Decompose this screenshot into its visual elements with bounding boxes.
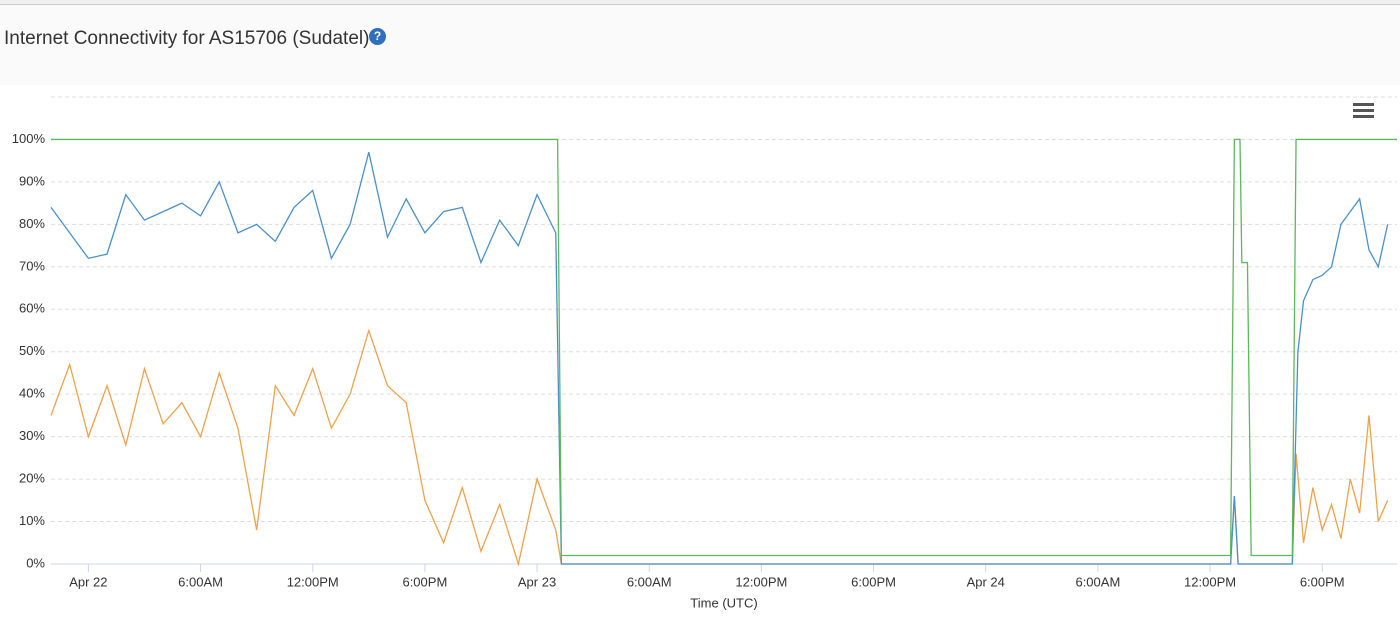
x-axis-title: Time (UTC)	[690, 595, 757, 610]
series-line	[51, 138, 1397, 557]
x-tick-label: 12:00PM	[287, 574, 339, 589]
x-tick-label: 6:00AM	[178, 574, 223, 589]
y-tick-label: 20%	[19, 471, 45, 486]
y-tick-label: 80%	[19, 216, 45, 231]
series-line	[50, 328, 1389, 567]
y-tick-label: 10%	[19, 513, 45, 528]
y-tick-label: 60%	[19, 301, 45, 316]
x-tick-label: 6:00AM	[627, 574, 672, 589]
y-tick-label: 0%	[26, 555, 45, 570]
top-bar	[0, 0, 1400, 5]
y-tick-label: 70%	[19, 258, 45, 273]
y-tick-label: 100%	[12, 131, 46, 146]
x-tick-label: 6:00PM	[402, 574, 447, 589]
chart: Time (UTC) 0% 10% 20% 30% 40% 50% 60% 70% 80% 90%…	[0, 85, 1400, 618]
help-icon[interactable]: ?	[369, 28, 386, 45]
y-tick-label: 90%	[19, 173, 45, 188]
y-tick-label: 40%	[19, 386, 45, 401]
x-tick-label: 6:00PM	[851, 574, 896, 589]
x-tick-label: Apr 24	[967, 574, 1005, 589]
x-tick-label: Apr 23	[518, 574, 556, 589]
series-line	[50, 152, 1389, 565]
y-tick-label: 30%	[19, 428, 45, 443]
x-tick-label: 6:00PM	[1300, 574, 1345, 589]
menu-icon[interactable]	[1353, 103, 1374, 118]
x-tick-label: Apr 22	[69, 574, 107, 589]
x-tick-label: 12:00PM	[1184, 574, 1236, 589]
x-tick-label: 12:00PM	[735, 574, 787, 589]
chart-title: Internet Connectivity for AS15706 (Sudat…	[4, 28, 370, 49]
x-tick-label: 6:00AM	[1075, 574, 1120, 589]
y-tick-label: 50%	[19, 343, 45, 358]
